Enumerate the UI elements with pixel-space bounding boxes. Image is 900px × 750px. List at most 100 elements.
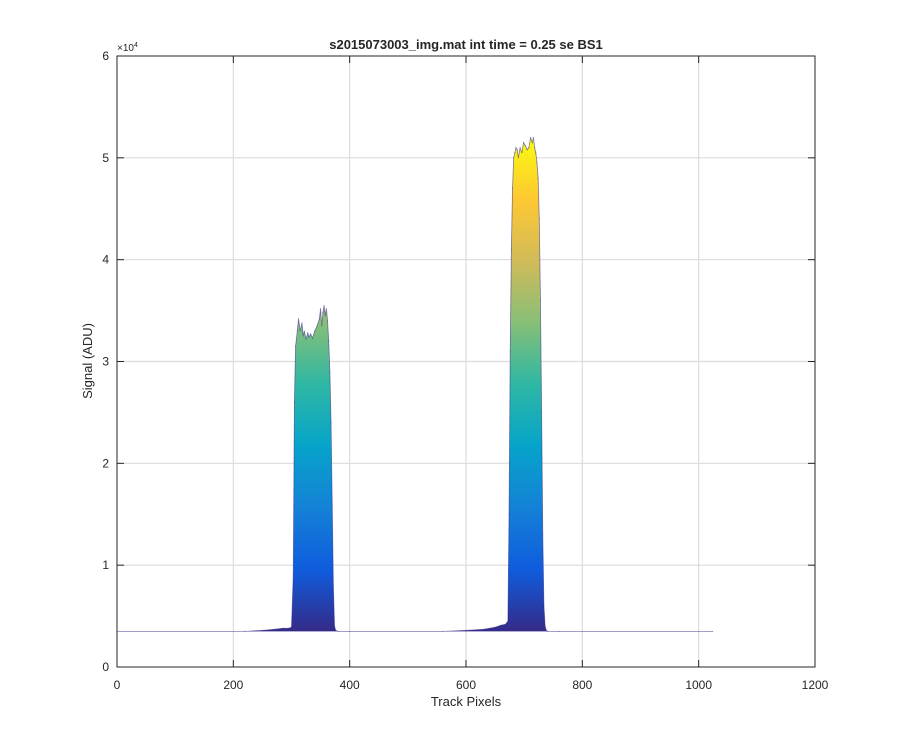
x-tick-label: 600 [456, 678, 476, 692]
data-point [321, 325, 323, 327]
data-point [543, 605, 545, 607]
data-point [516, 149, 518, 151]
y-axis-label: Signal (ADU) [80, 323, 95, 399]
data-point [465, 629, 467, 631]
data-point [287, 627, 290, 629]
data-point [292, 574, 294, 576]
data-point [297, 318, 300, 320]
x-tick-label: 800 [572, 678, 592, 692]
y-axis-exponent-base: ×10 [117, 43, 134, 54]
data-point [538, 218, 540, 220]
data-point [282, 627, 284, 629]
data-point [529, 136, 532, 139]
data-point [329, 371, 331, 373]
data-point [326, 320, 329, 322]
data-point [319, 307, 322, 310]
data-point [500, 624, 502, 626]
data-point [318, 318, 321, 320]
x-axis-label: Track Pixels [431, 694, 502, 709]
data-point [511, 187, 514, 189]
data-point [325, 307, 327, 310]
data-point [534, 147, 536, 149]
data-point [293, 401, 296, 403]
y-tick-label: 2 [102, 456, 109, 470]
data-point [522, 141, 525, 144]
grid-lines [117, 56, 815, 667]
data-point [307, 332, 309, 334]
data-point [542, 534, 544, 536]
data-point [558, 630, 560, 632]
data-point [290, 626, 293, 628]
series-line [117, 137, 713, 632]
data-point [314, 330, 316, 332]
data-point [524, 145, 526, 147]
data-point [539, 299, 542, 301]
y-tick-label: 0 [102, 660, 109, 674]
data-point [544, 625, 546, 627]
data-point [508, 513, 510, 515]
data-point [324, 315, 326, 317]
x-tick-label: 400 [340, 678, 360, 692]
data-point [331, 503, 333, 505]
data-point [517, 157, 519, 159]
data-point [526, 149, 528, 151]
data-point [349, 630, 351, 632]
data-point [330, 422, 332, 424]
data-point [531, 141, 533, 144]
data-point [514, 152, 516, 154]
data-point [333, 625, 336, 627]
data-point [545, 629, 547, 631]
data-point [273, 628, 275, 630]
data-point [712, 630, 714, 632]
data-point [537, 177, 539, 179]
x-tick-label: 1200 [802, 678, 829, 692]
data-point [308, 336, 310, 338]
data-point [494, 626, 496, 628]
data-point [301, 322, 303, 324]
data-point [528, 147, 530, 149]
data-point [332, 584, 334, 587]
y-axis-exponent-power: 4 [134, 42, 138, 49]
chart-title: s2015073003_img.mat int time = 0.25 se B… [329, 37, 603, 52]
y-tick-labels: 0 1 2 3 4 5 6 [102, 49, 109, 674]
data-point [442, 630, 444, 632]
x-tick-label: 0 [114, 678, 121, 692]
data-point [515, 147, 517, 149]
data-point [535, 152, 537, 154]
data-point [323, 304, 325, 307]
data-point [322, 312, 324, 314]
data-point [482, 628, 485, 630]
data-point [261, 629, 264, 631]
y-tick-label: 5 [102, 151, 109, 165]
y-tick-label: 4 [102, 253, 109, 267]
data-point [316, 325, 318, 327]
data-point [532, 136, 535, 139]
data-point [509, 350, 511, 352]
y-tick-label: 6 [102, 49, 109, 63]
data-point [311, 337, 314, 339]
data-point [244, 630, 246, 632]
y-tick-label: 3 [102, 355, 109, 369]
y-tick-label: 1 [102, 558, 109, 572]
data-point [546, 630, 549, 632]
x-tick-label: 200 [223, 678, 243, 692]
data-point [335, 629, 337, 631]
axis-ticks [116, 55, 816, 668]
data-point [337, 630, 339, 632]
data-point [504, 623, 507, 625]
x-tick-label: 1000 [685, 678, 712, 692]
data-point [328, 340, 330, 342]
data-point [536, 162, 538, 164]
data-point [519, 147, 521, 149]
data-point [303, 330, 305, 332]
data-series [117, 136, 714, 632]
data-point [507, 620, 509, 622]
data-point [521, 152, 523, 154]
data-point [296, 330, 298, 332]
y-axis-exponent: ×104 [117, 42, 138, 54]
data-point [541, 411, 543, 414]
data-point [302, 335, 304, 337]
data-point [294, 345, 297, 347]
data-point [513, 157, 515, 159]
